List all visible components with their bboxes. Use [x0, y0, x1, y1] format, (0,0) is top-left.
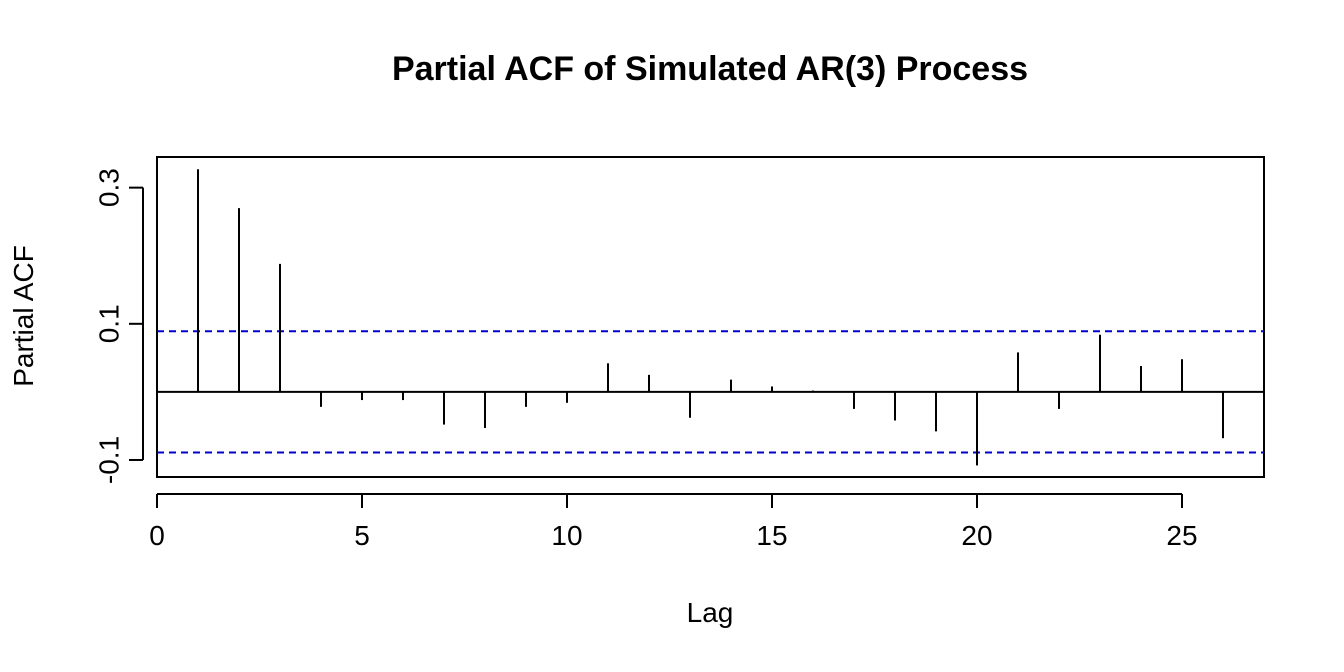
- y-axis: -0.1 0.1 0.3: [93, 168, 144, 484]
- x-tick-label: 5: [354, 520, 370, 551]
- x-tick-label: 0: [149, 520, 165, 551]
- y-axis-label: Partial ACF: [8, 245, 39, 387]
- chart-title: Partial ACF of Simulated AR(3) Process: [392, 50, 1028, 88]
- plot-area: [157, 169, 1264, 466]
- y-tick-label: -0.1: [93, 436, 124, 484]
- x-axis: 0 5 10 15 20 25: [149, 493, 1198, 551]
- y-tick-label: 0.3: [93, 168, 124, 207]
- x-tick-label: 25: [1166, 520, 1197, 551]
- y-tick-label: 0.1: [93, 304, 124, 343]
- plot-frame: [156, 156, 1265, 478]
- x-tick-label: 10: [551, 520, 582, 551]
- x-tick-label: 15: [756, 520, 787, 551]
- x-tick-label: 20: [961, 520, 992, 551]
- x-axis-label: Lag: [687, 597, 734, 628]
